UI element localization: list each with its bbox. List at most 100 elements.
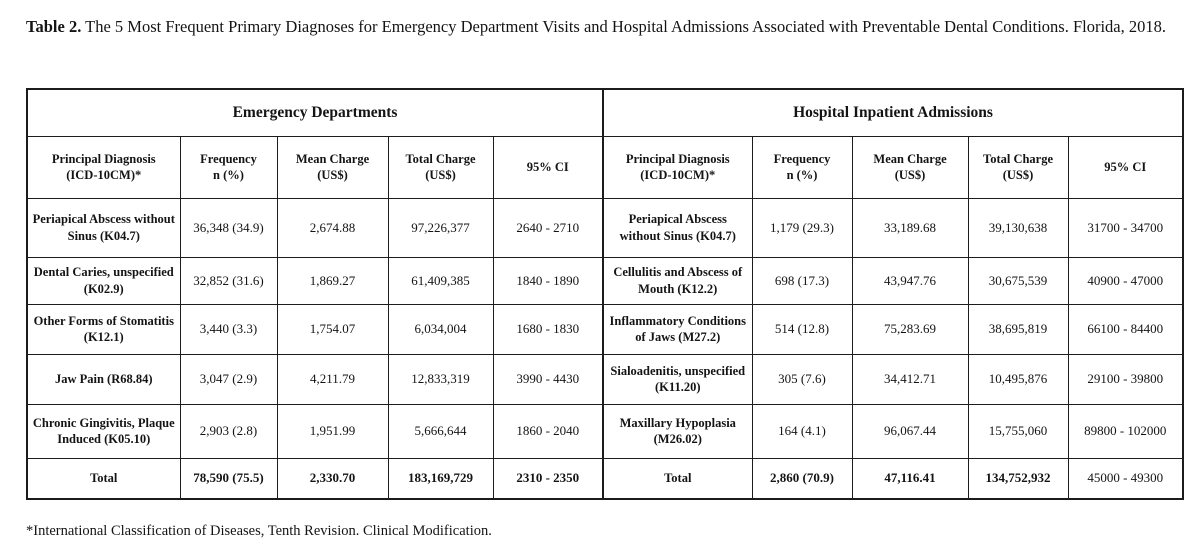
ed-ci-cell: 1680 - 1830: [492, 303, 604, 355]
section-header-row: Emergency Departments Hospital Inpatient…: [26, 88, 1184, 137]
ed-mean-charge-cell: 2,674.88: [276, 197, 389, 258]
ed-total-mean-charge-cell: 2,330.70: [276, 457, 389, 500]
ed-diagnosis-cell: Other Forms of Stomatitis (K12.1): [26, 303, 181, 355]
header-line: n (%): [786, 168, 818, 182]
column-header-row: Principal Diagnosis (ICD-10CM)* Frequency…: [26, 135, 1184, 199]
hia-diagnosis-cell: Inflammatory Conditions of Jaws (M27.2): [602, 303, 753, 355]
table-footnote: *International Classification of Disease…: [26, 523, 492, 539]
hia-frequency-cell: 698 (17.3): [751, 256, 853, 305]
hia-frequency-cell: 164 (4.1): [751, 403, 853, 459]
hia-mean-charge-cell: 34,412.71: [851, 353, 969, 405]
ed-total-ci-cell: 2310 - 2350: [492, 457, 604, 500]
header-line: Frequency: [773, 151, 831, 166]
ed-col-header-diagnosis: Principal Diagnosis (ICD-10CM)*: [26, 135, 181, 199]
ed-col-header-frequency: Frequency n (%): [179, 135, 278, 199]
header-line: Frequency: [200, 151, 257, 166]
ed-diagnosis-cell: Jaw Pain (R68.84): [26, 353, 181, 405]
ed-total-charge-cell: 6,034,004: [387, 303, 494, 355]
hia-total-frequency-cell: 2,860 (70.9): [751, 457, 853, 500]
ed-mean-charge-cell: 1,754.07: [276, 303, 389, 355]
section-header-emergency-departments: Emergency Departments: [26, 88, 604, 137]
ed-frequency-cell: 3,440 (3.3): [179, 303, 278, 355]
hia-diagnosis-cell: Cellulitis and Abscess of Mouth (K12.2): [602, 256, 753, 305]
table-caption: Table 2. The 5 Most Frequent Primary Dia…: [26, 15, 1174, 38]
hia-mean-charge-cell: 33,189.68: [851, 197, 969, 258]
ed-col-header-95ci: 95% CI: [492, 135, 604, 199]
ed-total-label-cell: Total: [26, 457, 181, 500]
section-header-hospital-inpatient-admissions: Hospital Inpatient Admissions: [602, 88, 1184, 137]
header-line: Principal Diagnosis: [625, 151, 730, 166]
hia-ci-cell: 31700 - 34700: [1067, 197, 1184, 258]
hia-ci-cell: 29100 - 39800: [1067, 353, 1184, 405]
ed-col-header-mean-charge: Mean Charge (US$): [276, 135, 389, 199]
hia-mean-charge-cell: 96,067.44: [851, 403, 969, 459]
ed-total-total-charge-cell: 183,169,729: [387, 457, 494, 500]
hia-col-header-diagnosis: Principal Diagnosis (ICD-10CM)*: [602, 135, 753, 199]
ed-frequency-cell: 32,852 (31.6): [179, 256, 278, 305]
table-caption-text: The 5 Most Frequent Primary Diagnoses fo…: [85, 17, 1166, 36]
header-line: Mean Charge: [873, 151, 947, 166]
hia-total-total-charge-cell: 134,752,932: [967, 457, 1069, 500]
header-line: n (%): [213, 168, 244, 182]
hia-ci-cell: 89800 - 102000: [1067, 403, 1184, 459]
header-line: Total Charge: [405, 151, 476, 166]
header-line: (ICD-10CM)*: [66, 168, 142, 182]
hia-total-charge-cell: 10,495,876: [967, 353, 1069, 405]
hia-total-charge-cell: 38,695,819: [967, 303, 1069, 355]
ed-ci-cell: 2640 - 2710: [492, 197, 604, 258]
hia-total-mean-charge-cell: 47,116.41: [851, 457, 969, 500]
table-row: Other Forms of Stomatitis (K12.1) 3,440 …: [26, 303, 1184, 355]
hia-total-charge-cell: 15,755,060: [967, 403, 1069, 459]
ed-total-frequency-cell: 78,590 (75.5): [179, 457, 278, 500]
header-line: Principal Diagnosis: [51, 151, 156, 166]
ed-total-charge-cell: 97,226,377: [387, 197, 494, 258]
hia-frequency-cell: 1,179 (29.3): [751, 197, 853, 258]
ed-diagnosis-cell: Dental Caries, unspecified (K02.9): [26, 256, 181, 305]
header-line: (US$): [317, 168, 348, 182]
hia-total-label-cell: Total: [602, 457, 753, 500]
header-line: 95% CI: [526, 159, 569, 174]
header-line: Mean Charge: [295, 151, 370, 166]
ed-diagnosis-cell: Chronic Gingivitis, Plaque Induced (K05.…: [26, 403, 181, 459]
ed-total-charge-cell: 61,409,385: [387, 256, 494, 305]
header-line: 95% CI: [1104, 159, 1147, 174]
table-caption-label: Table 2.: [26, 17, 82, 36]
hia-frequency-cell: 305 (7.6): [751, 353, 853, 405]
ed-diagnosis-cell: Periapical Abscess without Sinus (K04.7): [26, 197, 181, 258]
table-row: Jaw Pain (R68.84) 3,047 (2.9) 4,211.79 1…: [26, 353, 1184, 405]
ed-mean-charge-cell: 1,869.27: [276, 256, 389, 305]
ed-frequency-cell: 36,348 (34.9): [179, 197, 278, 258]
ed-total-charge-cell: 5,666,644: [387, 403, 494, 459]
header-line: (US$): [894, 168, 926, 182]
hia-total-charge-cell: 39,130,638: [967, 197, 1069, 258]
hia-diagnosis-cell: Maxillary Hypoplasia (M26.02): [602, 403, 753, 459]
ed-ci-cell: 1840 - 1890: [492, 256, 604, 305]
ed-frequency-cell: 3,047 (2.9): [179, 353, 278, 405]
diagnoses-table: Emergency Departments Hospital Inpatient…: [26, 88, 1185, 500]
hia-col-header-95ci: 95% CI: [1067, 135, 1184, 199]
hia-mean-charge-cell: 75,283.69: [851, 303, 969, 355]
hia-frequency-cell: 514 (12.8): [751, 303, 853, 355]
header-line: (US$): [425, 168, 456, 182]
hia-col-header-frequency: Frequency n (%): [751, 135, 853, 199]
ed-frequency-cell: 2,903 (2.8): [179, 403, 278, 459]
table-row: Dental Caries, unspecified (K02.9) 32,85…: [26, 256, 1184, 305]
hia-diagnosis-cell: Periapical Abscess without Sinus (K04.7): [602, 197, 753, 258]
ed-col-header-total-charge: Total Charge (US$): [387, 135, 494, 199]
hia-ci-cell: 40900 - 47000: [1067, 256, 1184, 305]
ed-mean-charge-cell: 1,951.99: [276, 403, 389, 459]
header-line: (ICD-10CM)*: [640, 168, 716, 182]
ed-ci-cell: 3990 - 4430: [492, 353, 604, 405]
table-row: Periapical Abscess without Sinus (K04.7)…: [26, 197, 1184, 258]
header-line: Total Charge: [983, 151, 1054, 166]
table-row: Chronic Gingivitis, Plaque Induced (K05.…: [26, 403, 1184, 459]
hia-diagnosis-cell: Sialoadenitis, unspecified (K11.20): [602, 353, 753, 405]
hia-col-header-mean-charge: Mean Charge (US$): [851, 135, 969, 199]
hia-ci-cell: 66100 - 84400: [1067, 303, 1184, 355]
ed-mean-charge-cell: 4,211.79: [276, 353, 389, 405]
hia-total-charge-cell: 30,675,539: [967, 256, 1069, 305]
hia-total-ci-cell: 45000 - 49300: [1067, 457, 1184, 500]
header-line: (US$): [1002, 168, 1034, 182]
ed-total-charge-cell: 12,833,319: [387, 353, 494, 405]
